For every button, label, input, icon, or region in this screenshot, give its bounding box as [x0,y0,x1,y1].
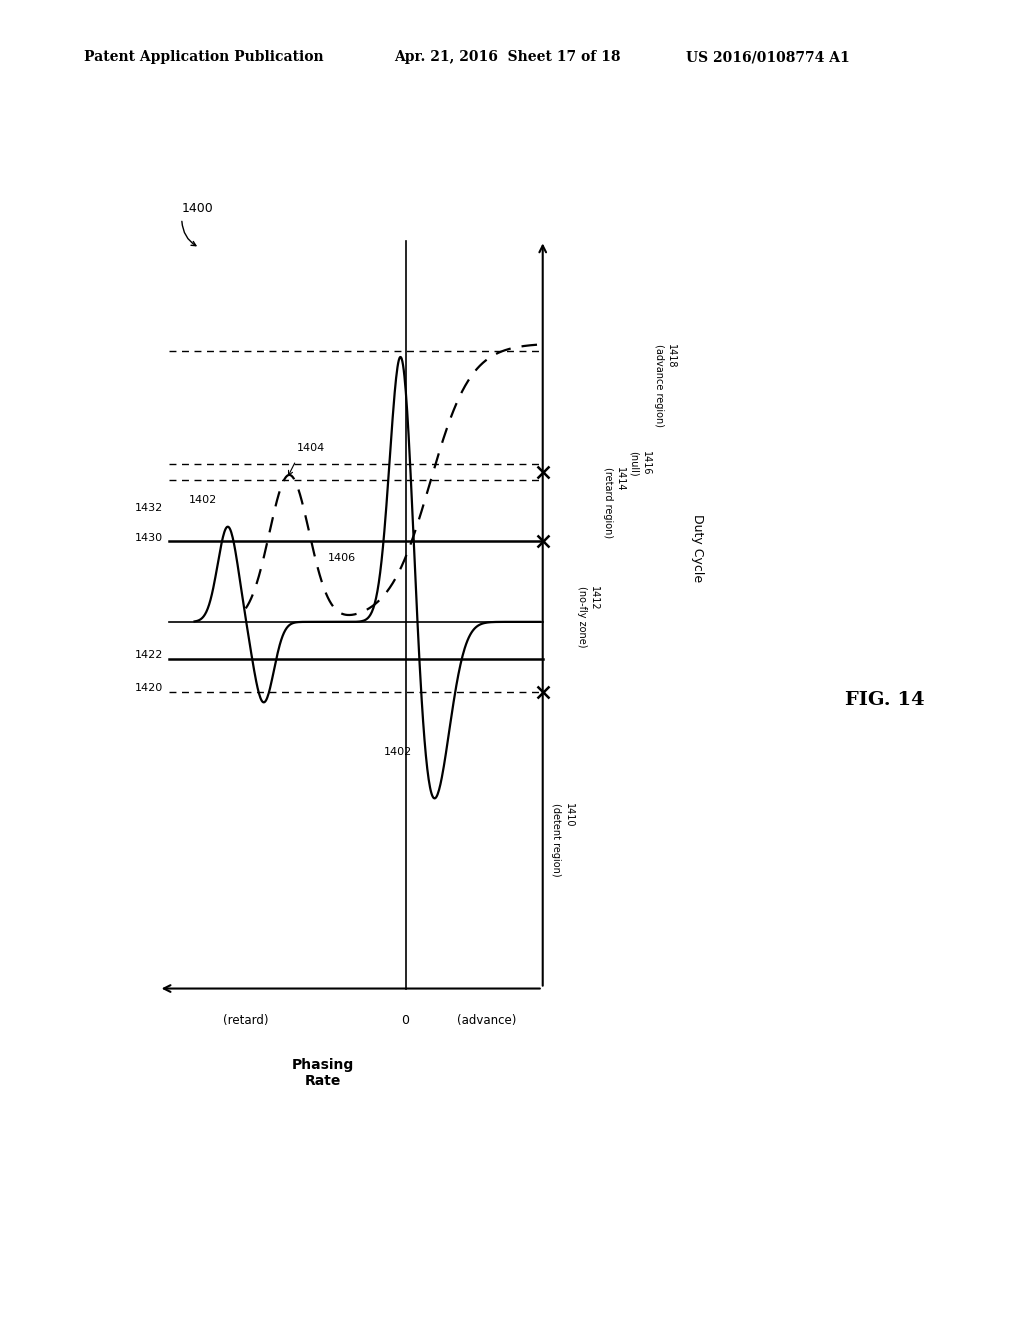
Text: FIG. 14: FIG. 14 [845,690,925,709]
Text: 1410
(detent region): 1410 (detent region) [551,804,573,876]
Text: 1416
(null): 1416 (null) [629,451,650,477]
Text: 1432: 1432 [134,503,163,513]
Text: 1418
(advance region): 1418 (advance region) [653,345,676,426]
Text: 1406: 1406 [328,553,355,564]
Text: (retard): (retard) [223,1014,268,1027]
Text: 0: 0 [401,1014,410,1027]
Text: Patent Application Publication: Patent Application Publication [84,50,324,65]
Text: 1430: 1430 [135,532,163,543]
Text: 1400: 1400 [182,202,214,215]
Text: 1412
(no-fly zone): 1412 (no-fly zone) [578,586,599,647]
Text: 1422: 1422 [134,649,163,660]
Text: Apr. 21, 2016  Sheet 17 of 18: Apr. 21, 2016 Sheet 17 of 18 [394,50,621,65]
Text: Duty Cycle: Duty Cycle [691,515,703,582]
Text: 1404: 1404 [297,444,326,453]
Text: US 2016/0108774 A1: US 2016/0108774 A1 [686,50,850,65]
Text: 1420: 1420 [134,682,163,693]
Text: Phasing
Rate: Phasing Rate [292,1059,353,1089]
Text: 1402: 1402 [384,747,413,756]
Text: 1414
(retard region): 1414 (retard region) [602,467,625,539]
Text: (advance): (advance) [457,1014,516,1027]
Text: 1402: 1402 [188,495,217,504]
